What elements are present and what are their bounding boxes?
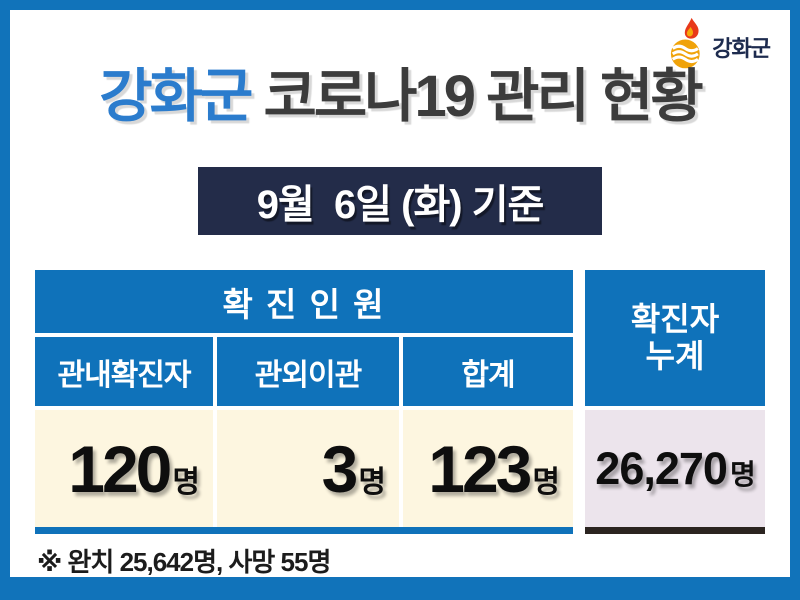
cumulative-underline	[585, 527, 765, 534]
value-cell-cumulative: 26,270 명	[585, 410, 765, 527]
confirmed-subheaders: 관내확진자 관외이관 합계	[35, 337, 573, 406]
cumulative-header-line1: 확진자	[630, 301, 720, 338]
value-cell-total: 123 명	[403, 410, 573, 527]
total-count: 123	[428, 431, 532, 506]
col-header-transferred: 관외이관	[217, 337, 399, 406]
title-highlight: 강화군	[99, 64, 253, 129]
ganghwa-flame-emblem-icon	[670, 16, 706, 77]
poster-body: 강화군 강화군 코로나19 관리 현황 9월 6일 (화) 기준 확 진 인 원…	[10, 10, 790, 577]
confirmed-underline	[35, 527, 573, 534]
value-cell-local: 120 명	[35, 410, 213, 527]
confirmed-group-header: 확 진 인 원	[35, 270, 573, 333]
subtitle-row: 9월 6일 (화) 기준	[10, 167, 790, 235]
date-banner-label: 9월 6일 (화) 기준	[256, 183, 545, 227]
transferred-unit: 명	[358, 465, 386, 499]
cumulative-count: 26,270	[595, 442, 728, 494]
date-banner: 9월 6일 (화) 기준	[198, 167, 602, 235]
col-header-local: 관내확진자	[35, 337, 213, 406]
page-title: 강화군 코로나19 관리 현황	[10, 58, 790, 136]
cumulative-section: 확진자 누계 26,270 명	[585, 270, 765, 534]
cumulative-unit: 명	[729, 458, 756, 490]
transferred-count: 3	[321, 431, 359, 506]
cumulative-header-line2: 누계	[645, 338, 705, 374]
total-unit: 명	[532, 465, 560, 499]
footnote: ※ 완치 25,642명, 사망 55명	[37, 547, 331, 577]
logo-label: 강화군	[712, 35, 771, 61]
col-header-total: 합계	[403, 337, 573, 406]
local-count: 120	[68, 431, 172, 506]
cumulative-header: 확진자 누계	[585, 270, 765, 406]
local-unit: 명	[172, 465, 200, 499]
title-rest: 코로나19 관리 현황	[250, 64, 703, 129]
ganghwa-logo: 강화군	[670, 16, 771, 77]
